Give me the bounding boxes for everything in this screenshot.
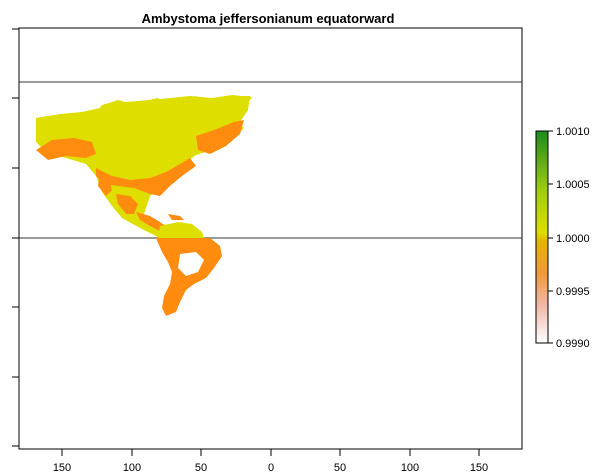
legend-colorbar (535, 130, 549, 344)
west-coast-strip (98, 172, 112, 196)
americas-raster (36, 95, 252, 316)
x-tick-label: 150 (470, 462, 488, 472)
north-america-region (36, 95, 252, 238)
y-axis-ticks (12, 28, 19, 447)
greenland-region (202, 96, 250, 140)
legend-tick-label: 1.0000 (556, 233, 590, 245)
color-legend: 1.0010 1.0005 1.0000 0.9995 0.9990 (535, 126, 590, 350)
legend-tick-label: 0.9990 (556, 338, 590, 350)
mexico-region (116, 194, 138, 214)
x-tick-label: 50 (195, 462, 207, 472)
legend-tick-label: 0.9995 (556, 286, 590, 298)
x-tick-label: 0 (268, 462, 274, 472)
greenland-orange (196, 120, 244, 154)
boreal-band (36, 138, 96, 160)
legend-tick-label: 1.0005 (556, 179, 590, 191)
south-america-north (158, 222, 204, 238)
x-axis-ticks (61, 449, 480, 456)
x-tick-label: 100 (123, 462, 141, 472)
legend-tick-label: 1.0010 (556, 126, 590, 138)
south-america-interior (178, 252, 204, 276)
map-title: Ambystoma jeffersonianum equatorward (142, 11, 395, 26)
x-tick-label: 50 (334, 462, 346, 472)
x-axis-labels: 150 100 50 0 50 100 150 (53, 462, 488, 472)
south-america-region (156, 238, 222, 316)
x-tick-label: 150 (53, 462, 71, 472)
x-tick-label: 100 (401, 462, 419, 472)
arctic-islands (100, 96, 206, 112)
interior-belt (96, 158, 196, 196)
caribbean-islands (168, 214, 184, 220)
